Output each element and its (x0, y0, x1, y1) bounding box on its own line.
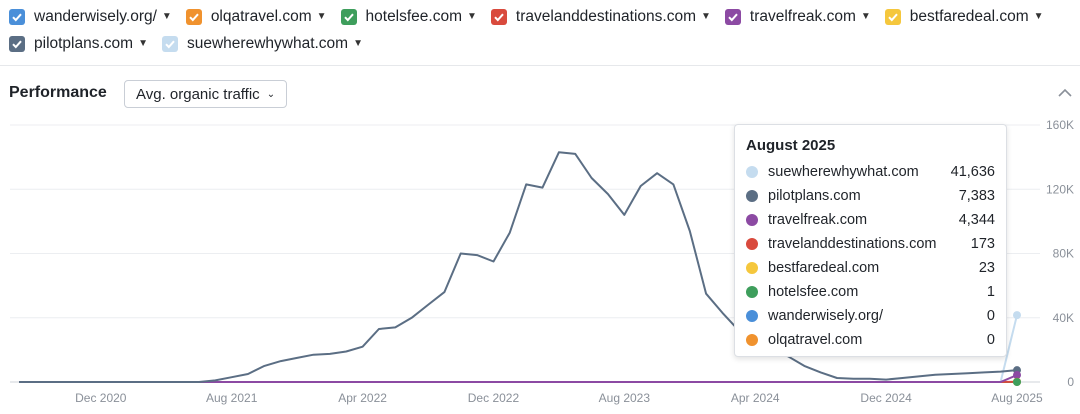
series-dot-icon (746, 334, 758, 346)
tooltip-row-value: 0 (986, 332, 995, 348)
x-tick-label: Dec 2022 (468, 391, 520, 405)
tooltip-row-name: olqatravel.com (768, 332, 863, 348)
caret-down-icon[interactable]: ▼ (467, 11, 477, 22)
y-axis-ticks: 160K 120K 80K 40K 0 (1046, 118, 1074, 389)
x-axis-ticks: Dec 2020 Aug 2021 Apr 2022 Dec 2022 Aug 2023… (75, 391, 1043, 405)
series-end-marker (1013, 311, 1021, 320)
caret-down-icon[interactable]: ▼ (1033, 11, 1044, 22)
legend-row: pilotplans.com ▼ suewherewhywhat.com ▼ (9, 30, 1072, 57)
tooltip-row-value: 23 (978, 260, 995, 276)
checkbox-checked-icon[interactable] (490, 8, 507, 25)
tooltip-row-value: 7,383 (958, 188, 995, 204)
legend-label: travelfreak.com (749, 7, 856, 25)
tooltip-row-value: 41,636 (950, 164, 995, 180)
legend-label: wanderwisely.org/ (34, 7, 157, 25)
checkbox-checked-icon[interactable] (9, 35, 25, 52)
caret-down-icon[interactable]: ▼ (161, 11, 172, 22)
tooltip-row-name: pilotplans.com (768, 188, 861, 204)
y-tick-label: 120K (1046, 182, 1074, 196)
caret-down-icon[interactable]: ▼ (701, 11, 711, 22)
tooltip-row-value: 0 (986, 308, 995, 324)
y-tick-label: 80K (1053, 247, 1074, 261)
legend-item-olqatravel[interactable]: olqatravel.com ▼ (185, 7, 327, 26)
tooltip-row: hotelsfee.com 1 (746, 280, 995, 304)
tooltip-row-name: travelfreak.com (768, 212, 868, 228)
caret-down-icon[interactable]: ▼ (316, 11, 327, 22)
series-dot-icon (746, 190, 758, 202)
legend-label: suewherewhywhat.com (186, 34, 349, 52)
legend-item-hotelsfee[interactable]: hotelsfee.com ▼ (340, 7, 477, 26)
caret-down-icon[interactable]: ▼ (353, 38, 363, 49)
legend-label: travelanddestinations.com (515, 7, 696, 25)
chevron-up-icon (1058, 88, 1072, 97)
legend-item-pilotplans[interactable]: pilotplans.com ▼ (9, 35, 148, 53)
checkbox-checked-icon[interactable] (9, 8, 25, 25)
tooltip-row: travelanddestinations.com 173 (746, 232, 995, 256)
tooltip-row-value: 173 (970, 236, 995, 252)
tooltip-row-value: 1 (986, 284, 995, 300)
tooltip-row: pilotplans.com 7,383 (746, 184, 995, 208)
legend-item-travelfreak[interactable]: travelfreak.com ▼ (724, 7, 871, 26)
legend-item-travelanddestinations[interactable]: travelanddestinations.com ▼ (490, 7, 711, 26)
tooltip-row-value: 4,344 (958, 212, 995, 228)
x-tick-label: Dec 2020 (75, 391, 127, 405)
legend-label: bestfaredeal.com (909, 7, 1029, 25)
legend-row: wanderwisely.org/ ▼ olqatravel.com ▼ hotel… (9, 3, 1072, 30)
tooltip-row-name: suewherewhywhat.com (768, 164, 919, 180)
chart-series-lines (19, 151, 1018, 383)
tooltip-row-name: bestfaredeal.com (768, 260, 880, 276)
caret-down-icon[interactable]: ▼ (138, 38, 148, 49)
tooltip-row-name: wanderwisely.org/ (768, 308, 883, 324)
tooltip-title: August 2025 (746, 137, 836, 154)
tooltip-row: bestfaredeal.com 23 (746, 256, 995, 280)
section-divider (0, 65, 1080, 66)
series-dot-icon (746, 238, 758, 250)
legend: wanderwisely.org/ ▼ olqatravel.com ▼ hotel… (0, 0, 1080, 57)
tooltip-row-name: hotelsfee.com (768, 284, 859, 300)
checkbox-checked-icon[interactable] (161, 35, 178, 52)
tooltip-row-name: travelanddestinations.com (768, 236, 937, 252)
series-dot-icon (746, 310, 758, 322)
metric-select-value: Avg. organic traffic (136, 85, 260, 103)
chevron-down-icon: ⌄ (266, 88, 276, 100)
x-tick-label: Apr 2024 (731, 391, 780, 405)
checkbox-checked-icon[interactable] (185, 8, 202, 25)
x-tick-label: Aug 2025 (991, 391, 1043, 405)
legend-item-wanderwisely[interactable]: wanderwisely.org/ ▼ (9, 8, 172, 26)
x-tick-label: Aug 2021 (206, 391, 258, 405)
legend-item-suewherewhywhat[interactable]: suewherewhywhat.com ▼ (161, 34, 363, 53)
tooltip-row: olqatravel.com 0 (746, 328, 995, 352)
series-dot-icon (746, 286, 758, 298)
series-line-pilotplans-com (19, 151, 1018, 383)
tooltip-row: suewherewhywhat.com 41,636 (746, 160, 995, 184)
performance-title: Performance (9, 84, 107, 101)
tooltip-rows: suewherewhywhat.com 41,636 pilotplans.com 7… (746, 160, 995, 352)
y-tick-label: 0 (1067, 375, 1074, 389)
caret-down-icon[interactable]: ▼ (860, 11, 871, 22)
series-end-marker (1013, 371, 1021, 380)
legend-label: pilotplans.com (34, 34, 134, 52)
series-dot-icon (746, 262, 758, 274)
legend-label: olqatravel.com (210, 7, 312, 25)
tooltip-row: wanderwisely.org/0 (746, 304, 995, 328)
series-dot-icon (746, 166, 758, 178)
metric-select[interactable]: Avg. organic traffic ⌄ (124, 80, 288, 108)
x-tick-label: Dec 2024 (860, 391, 912, 405)
legend-label: hotelsfee.com (365, 7, 463, 25)
chart-tooltip: August 2025 suewherewhywhat.com 41,636 pil… (734, 124, 1007, 357)
y-tick-label: 40K (1053, 311, 1074, 325)
checkbox-checked-icon[interactable] (884, 8, 901, 25)
tooltip-row: travelfreak.com 4,344 (746, 208, 995, 232)
x-tick-label: Aug 2023 (599, 391, 651, 405)
checkbox-checked-icon[interactable] (724, 8, 741, 25)
series-end-marker (1013, 377, 1021, 386)
y-tick-label: 160K (1046, 118, 1074, 132)
x-tick-label: Apr 2022 (338, 391, 387, 405)
collapse-button[interactable] (1054, 84, 1076, 102)
series-end-markers (1013, 311, 1021, 386)
series-dot-icon (746, 214, 758, 226)
checkbox-checked-icon[interactable] (340, 8, 357, 25)
legend-item-bestfaredeal[interactable]: bestfaredeal.com ▼ (884, 7, 1044, 26)
